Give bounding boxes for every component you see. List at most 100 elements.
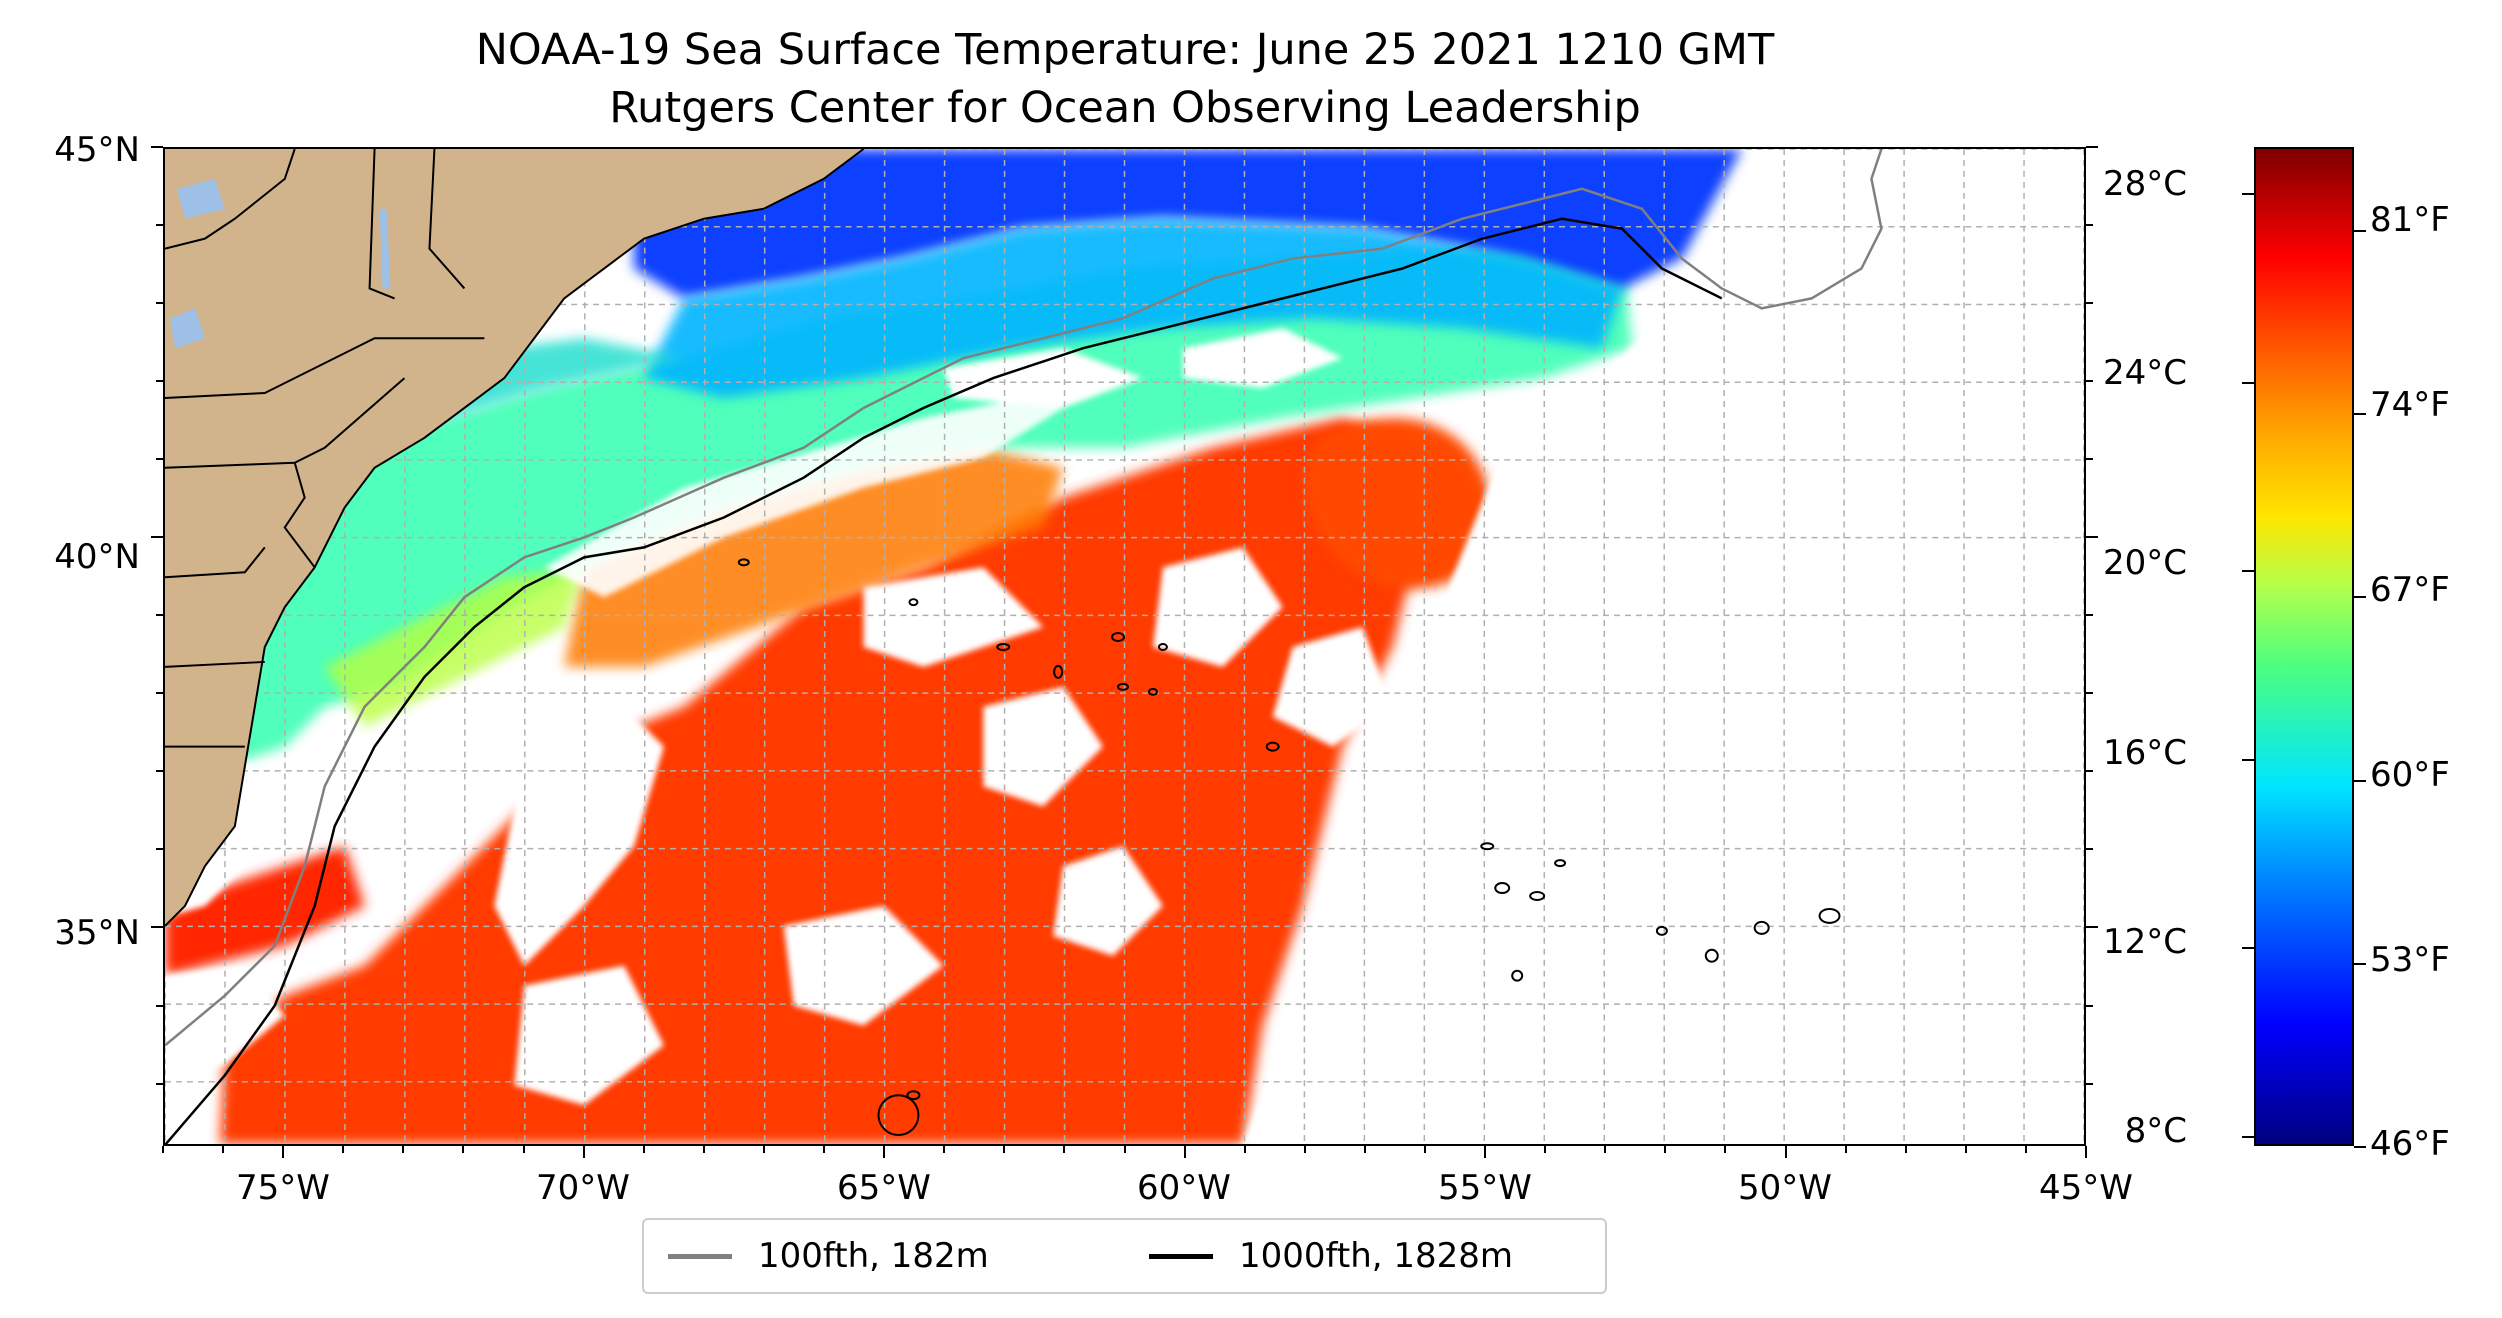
lon-tick-mark xyxy=(642,1146,645,1153)
lat-tick-mark-left xyxy=(156,614,163,617)
lat-tick-mark-right xyxy=(2086,848,2093,851)
legend-label: 100fth, 182m xyxy=(758,1236,989,1276)
colorbar-celsius-tick xyxy=(2242,570,2254,573)
lon-tick-mark xyxy=(1664,1146,1667,1153)
lon-tick-mark xyxy=(2024,1146,2027,1153)
land xyxy=(165,149,864,926)
colorbar-celsius-tick xyxy=(2242,1135,2254,1138)
coastline xyxy=(165,149,865,927)
lon-tick-mark xyxy=(1484,1146,1487,1158)
colorbar-fahrenheit-label: 74°F xyxy=(2370,385,2450,425)
lon-tick-mark xyxy=(1183,1146,1186,1158)
lat-tick-mark-left xyxy=(151,536,163,539)
lon-tick-mark xyxy=(582,1146,585,1158)
lon-tick-label: 50°W xyxy=(1738,1168,1832,1208)
lat-tick-mark-right xyxy=(2086,458,2093,461)
cold-water-region xyxy=(634,149,1742,299)
lon-tick-mark xyxy=(222,1146,225,1153)
lon-tick-mark xyxy=(1003,1146,1006,1153)
lat-tick-mark-right xyxy=(2086,770,2093,773)
lon-tick-mark xyxy=(1604,1146,1607,1153)
land-mass xyxy=(165,149,864,926)
lon-tick-mark xyxy=(1303,1146,1306,1153)
lon-tick-label: 65°W xyxy=(837,1168,931,1208)
lon-tick-mark xyxy=(943,1146,946,1153)
cloud-gap xyxy=(1242,149,2084,1144)
lat-tick-label: 40°N xyxy=(54,537,140,577)
seamounts xyxy=(737,558,1841,1137)
colorbar-celsius-label: 20°C xyxy=(2102,543,2187,583)
colorbar-fahrenheit-label: 60°F xyxy=(2370,755,2450,795)
lon-tick-mark xyxy=(762,1146,765,1153)
lon-tick-mark xyxy=(1243,1146,1246,1153)
colorbar-celsius-tick xyxy=(2242,193,2254,196)
map-subtitle: Rutgers Center for Ocean Observing Leade… xyxy=(609,83,1641,133)
colorbar-celsius-label: 16°C xyxy=(2102,733,2187,773)
colorbar-fahrenheit-label: 67°F xyxy=(2370,570,2450,610)
legend-label: 1000fth, 1828m xyxy=(1239,1236,1514,1276)
lon-tick-mark xyxy=(282,1146,285,1158)
cloud-gap xyxy=(494,686,664,966)
cool-water-region xyxy=(644,218,1622,398)
colorbar-celsius-tick xyxy=(2242,758,2254,761)
lat-tick-mark-right xyxy=(2086,224,2093,227)
lat-tick-mark-right xyxy=(2086,692,2093,695)
lat-tick-mark-left xyxy=(156,458,163,461)
colorbar-fahrenheit-tick xyxy=(2354,229,2366,232)
lat-tick-mark-left xyxy=(156,302,163,305)
cloud-gap xyxy=(514,965,664,1106)
lon-tick-mark xyxy=(1724,1146,1727,1153)
colorbar-celsius-label: 28°C xyxy=(2102,164,2187,204)
lat-tick-mark-left xyxy=(156,224,163,227)
cloud-gap xyxy=(544,397,1064,598)
lon-tick-label: 70°W xyxy=(536,1168,630,1208)
cloud-gap xyxy=(783,905,944,1026)
lon-tick-mark xyxy=(402,1146,405,1153)
sst-map xyxy=(163,147,2086,1146)
lon-tick-mark xyxy=(1964,1146,1967,1153)
orange-water-region xyxy=(564,447,1064,667)
lat-tick-mark-right xyxy=(2086,926,2098,929)
cloud-gap xyxy=(1152,547,1283,667)
lon-tick-mark xyxy=(1844,1146,1847,1153)
cloud-gap xyxy=(983,686,1104,807)
lon-tick-mark xyxy=(823,1146,826,1153)
legend-swatch-grey-line xyxy=(668,1253,732,1259)
lat-tick-mark-right xyxy=(2086,614,2093,617)
sst-map-canvas xyxy=(165,149,2084,1144)
lat-tick-mark-right xyxy=(2086,302,2093,305)
lat-tick-label: 45°N xyxy=(54,130,140,170)
lon-tick-mark xyxy=(2085,1146,2087,1158)
warm-water-region xyxy=(219,417,1463,1144)
contour-1000fth xyxy=(165,217,1723,1144)
lat-tick-mark-left xyxy=(151,926,163,929)
lat-tick-mark-left xyxy=(156,692,163,695)
colorbar-celsius-label: 12°C xyxy=(2102,922,2187,962)
lon-tick-label: 75°W xyxy=(236,1168,330,1208)
lat-tick-mark-right xyxy=(2086,1082,2093,1085)
warm-eddy xyxy=(1304,418,1494,589)
cloud-gap xyxy=(943,348,1143,408)
colorbar-fahrenheit-label: 81°F xyxy=(2370,200,2450,240)
colorbar-fahrenheit-tick xyxy=(2354,596,2366,599)
lat-tick-mark-left xyxy=(156,380,163,383)
lake xyxy=(169,308,205,349)
cloud-gap xyxy=(1182,328,1343,389)
lon-tick-mark xyxy=(462,1146,465,1153)
colorbar xyxy=(2254,147,2354,1146)
cloud-gap xyxy=(1272,627,1393,747)
shelf-water-region xyxy=(294,338,684,488)
colorbar-fahrenheit-tick xyxy=(2354,1146,2366,1149)
lat-tick-mark-right xyxy=(2086,146,2098,148)
lat-tick-mark-left xyxy=(156,1082,163,1085)
colorbar-fahrenheit-tick xyxy=(2354,413,2366,416)
colorbar-fahrenheit-tick xyxy=(2354,779,2366,782)
lat-tick-mark-left xyxy=(156,848,163,851)
map-title: NOAA-19 Sea Surface Temperature: June 25… xyxy=(475,25,1775,75)
colorbar-celsius-label: 24°C xyxy=(2102,353,2187,393)
lon-tick-label: 45°W xyxy=(2039,1168,2133,1208)
lon-tick-mark xyxy=(702,1146,705,1153)
lat-tick-mark-left xyxy=(156,1004,163,1007)
colorbar-celsius-label: 8°C xyxy=(2124,1111,2187,1151)
lat-tick-label: 35°N xyxy=(54,913,140,953)
